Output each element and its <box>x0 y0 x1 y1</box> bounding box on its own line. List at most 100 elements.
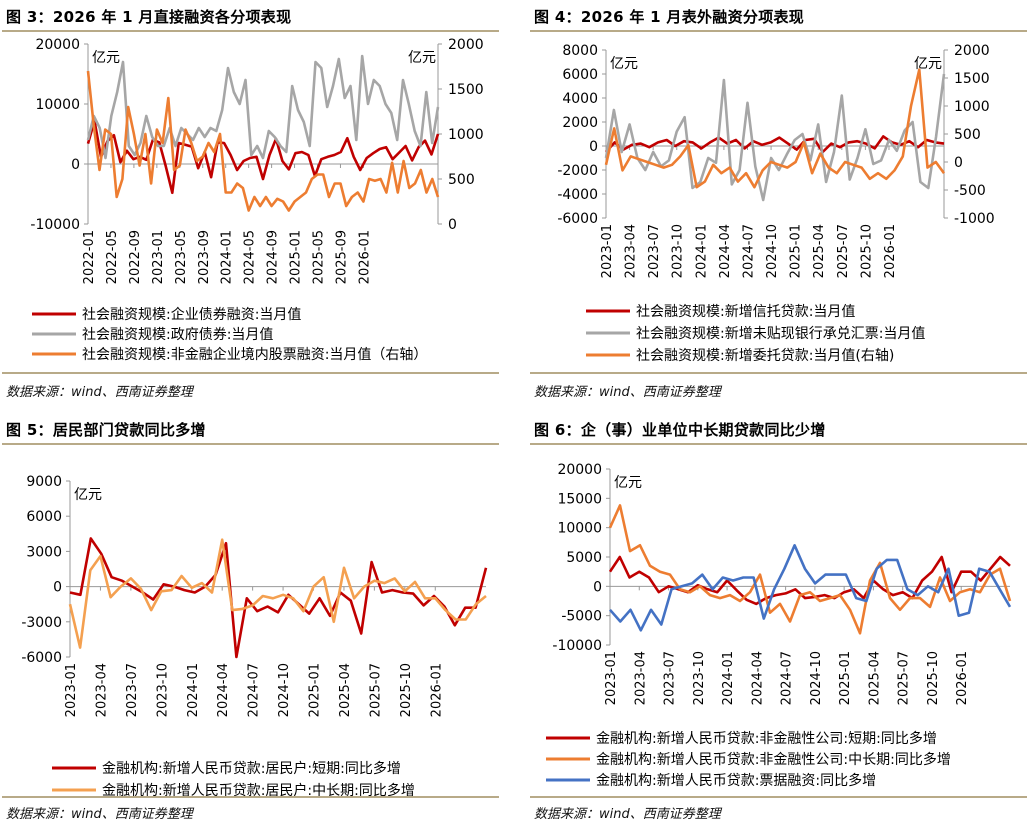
x-tick-label: 2023-09 <box>197 230 212 284</box>
y-tick-label-left: 10000 <box>35 97 80 113</box>
series-line-3 <box>609 544 1012 632</box>
y-tick-label-left: 20000 <box>557 462 602 478</box>
legend-label-1: 社会融资规模:企业债券融资:当月值 <box>82 306 301 323</box>
y-tick-label-right: 500 <box>954 127 981 143</box>
x-tick-label: 2025-01 <box>838 651 853 705</box>
x-tick-label: 2025-09 <box>334 230 349 284</box>
x-tick-label: 2022-01 <box>82 230 97 284</box>
legend-label-2: 社会融资规模:政府债券:当月值 <box>82 327 273 343</box>
x-tick-label: 2024-07 <box>741 224 756 278</box>
y-tick-label-left: 0 <box>593 579 602 595</box>
series-line-1 <box>605 135 945 154</box>
y-tick-label-left: 9000 <box>26 474 62 490</box>
chart-6-svg: -10000 -5000 0 5000 10000 15000 20000 亿元 2023-01… <box>546 462 1012 789</box>
title-rule <box>530 443 1027 445</box>
y-tick-label-left: 10000 <box>557 521 602 537</box>
x-tick-label: 2025-04 <box>338 663 353 717</box>
y-tick-label-left: 2000 <box>562 115 598 131</box>
y-tick-label-right: 1500 <box>448 82 484 98</box>
y-tick-label-left: -6000 <box>21 650 62 666</box>
x-tick-label: 2026-01 <box>429 663 444 717</box>
y-unit-left: 亿元 <box>610 56 638 72</box>
x-tick-label: 2024-04 <box>750 651 765 705</box>
chart-title: 图 6：企（事）业单位中长期贷款同比少增 <box>534 421 826 439</box>
x-tick-label: 2025-10 <box>399 663 414 717</box>
x-tick-label: 2025-05 <box>312 230 327 284</box>
y-tick-label-left: 15000 <box>557 491 602 507</box>
x-tick-label: 2023-07 <box>647 224 662 278</box>
source-note: 数据来源：wind、西南证券整理 <box>534 385 721 400</box>
y-unit-right: 亿元 <box>914 56 942 72</box>
legend-label-1: 金融机构:新增人民币贷款:居民户:短期:同比多增 <box>102 760 401 777</box>
x-tick-label: 2026-01 <box>955 651 970 705</box>
x-tick-label: 2023-05 <box>174 230 189 284</box>
y-tick-label-right: 0 <box>954 155 963 171</box>
x-tick-label: 2024-10 <box>809 651 824 705</box>
y-tick-label-left: -4000 <box>557 187 598 203</box>
x-tick-label: 2023-01 <box>600 224 615 278</box>
series-line-2 <box>608 504 1012 635</box>
y-tick-label-right: -500 <box>954 183 986 199</box>
x-tick-label: 2026-01 <box>357 230 372 284</box>
source-rule <box>530 372 1027 374</box>
y-tick-label-left: 6000 <box>26 509 62 525</box>
source-rule <box>2 372 499 374</box>
series-line-1 <box>86 119 440 195</box>
x-tick-label: 2023-04 <box>633 651 648 705</box>
source-rule <box>2 796 499 798</box>
y-tick-label-left: -10000 <box>552 638 602 654</box>
x-tick-label: 2025-01 <box>789 224 804 278</box>
chart-panel-4: 图 4：2026 年 1 月表外融资分项表现 -6000 -4000 -2000 0 2… <box>530 0 1031 413</box>
chart-4-svg: -6000 -4000 -2000 0 2000 4000 6000 8000 亿元 -1000 -… <box>557 43 994 364</box>
x-tick-label: 2023-07 <box>125 663 140 717</box>
x-tick-label: 2025-01 <box>289 230 304 284</box>
x-tick-label: 2024-07 <box>780 651 795 705</box>
x-tick-label: 2022-05 <box>105 230 120 284</box>
x-tick-label: 2023-01 <box>64 663 79 717</box>
x-tick-label: 2023-07 <box>663 651 678 705</box>
x-tick-label: 2024-04 <box>718 224 733 278</box>
y-tick-label-left: 0 <box>53 580 62 596</box>
y-tick-label-left: -10000 <box>30 217 80 233</box>
x-tick-label: 2025-07 <box>368 663 383 717</box>
y-tick-label-left: 8000 <box>562 43 598 59</box>
y-tick-label-right: 1500 <box>954 71 990 87</box>
y-tick-label-right: 500 <box>448 172 475 188</box>
x-tick-label: 2025-07 <box>897 651 912 705</box>
legend-label-3: 社会融资规模:非金融企业境内股票融资:当月值（右轴） <box>82 346 427 363</box>
x-tick-label: 2024-07 <box>247 663 262 717</box>
y-tick-label-left: 3000 <box>26 544 62 560</box>
source-rule <box>530 796 1027 798</box>
chart-panel-3: 图 3：2026 年 1 月直接融资各分项表现 -10000 0 10000 2000… <box>2 0 503 413</box>
legend-label-3: 社会融资规模:新增委托贷款:当月值(右轴) <box>636 348 894 364</box>
series-line-2 <box>604 73 946 202</box>
x-tick-label: 2023-10 <box>671 224 686 278</box>
x-tick-label: 2025-04 <box>812 224 827 278</box>
x-tick-label: 2022-09 <box>128 230 143 284</box>
legend-label-2: 金融机构:新增人民币贷款:非金融性公司:中长期:同比多增 <box>596 751 951 768</box>
y-unit-left: 亿元 <box>74 487 102 503</box>
y-unit-right: 亿元 <box>408 50 436 66</box>
title-rule <box>530 30 1027 32</box>
x-tick-label: 2024-01 <box>220 230 235 284</box>
chart-title: 图 5：居民部门贷款同比多增 <box>6 421 206 439</box>
legend-label-3: 金融机构:新增人民币贷款:票据融资:同比多增 <box>596 772 876 789</box>
y-tick-label-left: 0 <box>71 157 80 173</box>
chart-panel-6: 图 6：企（事）业单位中长期贷款同比少增 -10000 -5000 0 5000 100… <box>530 413 1031 826</box>
series-line-2 <box>86 54 440 160</box>
chart-title: 图 4：2026 年 1 月表外融资分项表现 <box>534 8 805 26</box>
x-tick-label: 2026-01 <box>883 224 898 278</box>
y-unit-left: 亿元 <box>92 50 120 66</box>
y-tick-label-right: 1000 <box>954 99 990 115</box>
series-line-3 <box>86 70 440 212</box>
legend-label-1: 社会融资规模:新增信托贷款:当月值 <box>636 304 855 320</box>
x-tick-label: 2023-04 <box>624 224 639 278</box>
y-tick-label-left: 4000 <box>562 91 598 107</box>
legend-label-1: 金融机构:新增人民币贷款:非金融性公司:短期:同比多增 <box>596 730 937 747</box>
x-tick-label: 2023-01 <box>604 651 619 705</box>
x-tick-label: 2023-10 <box>155 663 170 717</box>
series-line-2 <box>68 538 487 649</box>
y-tick-label-right: 1000 <box>448 127 484 143</box>
y-tick-label-right: 2000 <box>448 37 484 53</box>
source-note: 数据来源：wind、西南证券整理 <box>6 385 193 400</box>
